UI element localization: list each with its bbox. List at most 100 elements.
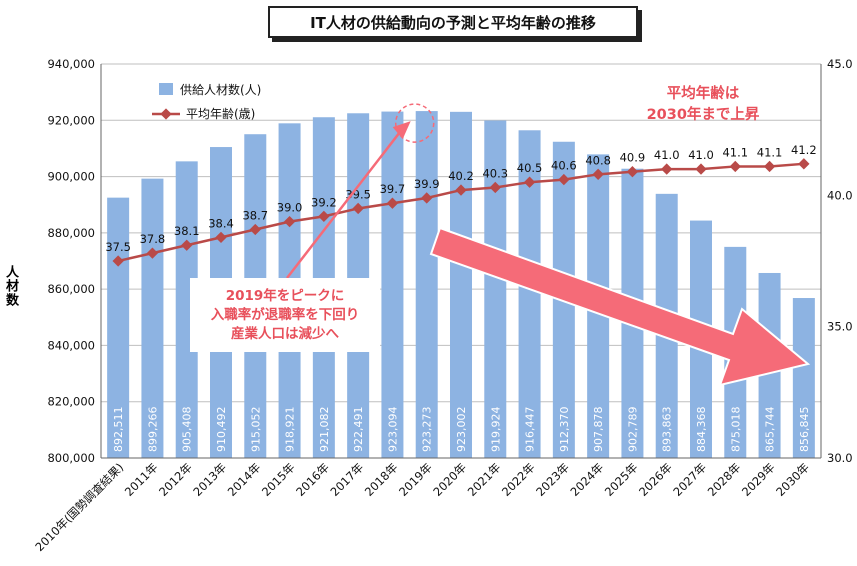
average-age-annotation-line-2: 2030年まで上昇 <box>646 107 760 123</box>
bar <box>518 130 541 459</box>
y-left-tick-label: 820,000 <box>47 395 95 409</box>
x-tick-label: 2017年 <box>328 460 367 499</box>
average-age-point <box>695 163 707 175</box>
bar-value-label: 892,511 <box>112 407 125 453</box>
x-tick-label: 2029年 <box>739 460 778 499</box>
x-tick-label: 2030年 <box>773 460 812 499</box>
bar-value-label: 923,002 <box>455 407 468 453</box>
y-left-tick-label: 900,000 <box>47 170 95 184</box>
x-tick-label: 2028年 <box>705 460 744 499</box>
x-tick-label: 2011年 <box>122 460 161 499</box>
average-age-label: 41.1 <box>722 145 748 159</box>
average-age-point <box>146 247 159 259</box>
average-age-label: 40.9 <box>620 151 646 165</box>
y-left-tick-label: 940,000 <box>47 57 95 71</box>
peak-annotation-line-2: 入職率が退職率を下回り <box>210 306 360 323</box>
x-tick-label: 2021年 <box>465 460 504 499</box>
average-age-point <box>558 173 570 186</box>
bar-value-label: 912,370 <box>558 407 571 453</box>
legend-line-label: 平均年齢(歳) <box>186 106 255 121</box>
average-age-label: 40.8 <box>585 153 611 167</box>
average-age-annotation: 平均年齢は 2030年まで上昇 <box>628 84 778 126</box>
peak-annotation: 2019年をピークに 入職率が退職率を下回り 産業人口は減少へ <box>190 278 380 352</box>
decline-arrow <box>429 226 811 387</box>
average-age-point <box>283 215 296 228</box>
bar-value-label: 922,491 <box>352 407 365 453</box>
average-age-label: 39.9 <box>414 177 440 191</box>
average-age-label: 40.5 <box>517 161 543 175</box>
x-tick-label: 2020年 <box>430 460 469 499</box>
bar-value-label: 856,845 <box>798 407 811 453</box>
average-age-label: 41.1 <box>757 145 783 159</box>
bar-value-label: 910,492 <box>215 407 228 453</box>
average-age-label: 39.5 <box>345 187 371 201</box>
bar <box>175 161 198 458</box>
bar-value-label: 893,863 <box>661 407 674 453</box>
average-age-label: 41.2 <box>791 143 817 157</box>
x-tick-label: 2010年(国勢調査結果) <box>32 460 126 554</box>
average-age-point <box>763 160 776 173</box>
peak-pointer-head <box>392 121 411 140</box>
x-tick-label: 2022年 <box>499 460 538 499</box>
x-tick-label: 2027年 <box>670 460 709 499</box>
peak-pointer-line <box>286 130 402 279</box>
legend-bar-swatch <box>159 83 173 95</box>
y-right-tick-label: 40.0 <box>827 188 853 202</box>
y-right-tick-label: 45.0 <box>827 57 853 71</box>
average-age-label: 38.4 <box>208 216 234 230</box>
x-tick-label: 2013年 <box>190 460 229 499</box>
average-age-point <box>626 166 639 178</box>
average-age-label: 39.0 <box>277 201 303 215</box>
average-age-label: 39.2 <box>311 195 337 209</box>
bar-value-label: 915,052 <box>249 407 262 453</box>
y-right-tick-label: 30.0 <box>827 451 853 465</box>
average-age-point <box>661 163 673 175</box>
bar-value-label: 921,082 <box>318 407 331 453</box>
average-age-point <box>592 168 604 180</box>
bar <box>415 111 438 458</box>
x-tick-label: 2023年 <box>533 460 572 499</box>
average-age-point <box>318 210 330 223</box>
bar-value-label: 875,018 <box>729 407 742 453</box>
average-age-point <box>523 176 536 188</box>
average-age-label: 38.7 <box>242 208 268 222</box>
average-age-point <box>455 184 467 196</box>
bar-value-label: 884,368 <box>695 407 708 453</box>
bar-value-label: 899,266 <box>146 407 159 453</box>
y-left-tick-label: 920,000 <box>47 113 95 127</box>
average-age-label: 41.0 <box>654 148 680 162</box>
peak-highlight-circle <box>394 103 435 143</box>
x-tick-label: 2025年 <box>602 460 641 499</box>
bar <box>107 197 130 458</box>
bar-value-label: 919,924 <box>489 407 502 453</box>
average-age-point <box>489 181 501 194</box>
bar-value-label: 907,878 <box>592 407 605 453</box>
legend-bar-label: 供給人材数(人) <box>180 82 261 97</box>
average-age-label: 38.1 <box>174 224 200 238</box>
x-tick-label: 2018年 <box>362 460 401 499</box>
y-axis-label: 人材数 <box>3 265 18 307</box>
average-age-point <box>386 197 399 209</box>
bar <box>141 178 164 458</box>
x-tick-label: 2014年 <box>225 460 264 499</box>
peak-annotation-line-3: 産業人口は減少へ <box>231 325 339 342</box>
bar <box>484 120 507 458</box>
average-age-annotation-line-1: 平均年齢は <box>666 86 740 102</box>
average-age-label: 37.5 <box>105 240 131 254</box>
average-age-label: 40.3 <box>482 166 508 180</box>
average-age-point <box>421 192 433 204</box>
x-tick-label: 2026年 <box>636 460 675 499</box>
average-age-point <box>729 160 741 173</box>
bar-value-label: 865,744 <box>764 407 777 453</box>
y-left-tick-label: 880,000 <box>47 226 95 240</box>
average-age-point <box>249 223 261 236</box>
peak-annotation-line-1: 2019年をピークに <box>225 287 345 304</box>
bar-value-label: 916,447 <box>524 407 537 453</box>
y-left-tick-label: 800,000 <box>47 451 95 465</box>
bar-value-label: 923,094 <box>386 407 399 453</box>
average-age-point <box>181 239 193 251</box>
average-age-label: 39.7 <box>380 182 406 196</box>
x-tick-label: 2019年 <box>396 460 435 499</box>
bar <box>450 111 472 459</box>
